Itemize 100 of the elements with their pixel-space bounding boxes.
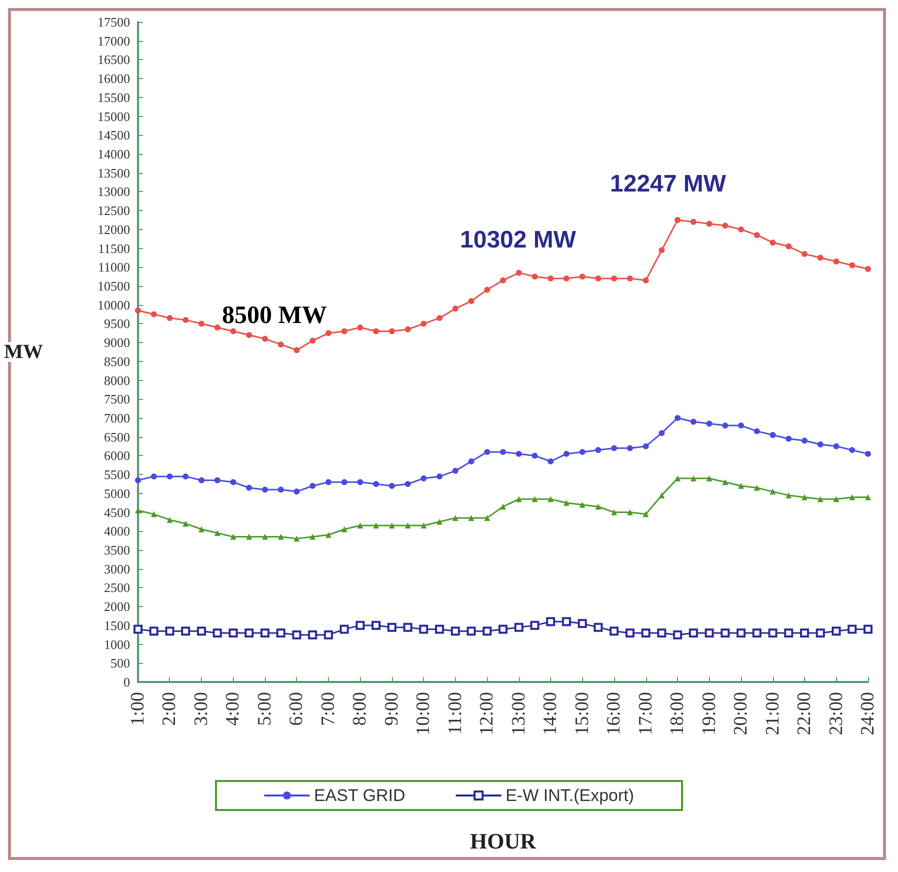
x-tick-label: 1:00 xyxy=(128,692,148,726)
point xyxy=(642,443,649,450)
point xyxy=(166,473,173,480)
point xyxy=(817,496,824,502)
point xyxy=(276,628,286,638)
y-axis-title: MW xyxy=(4,341,43,363)
point xyxy=(784,628,794,638)
point xyxy=(641,628,650,638)
point xyxy=(165,626,174,636)
point xyxy=(357,522,364,528)
point xyxy=(500,448,506,455)
point xyxy=(848,624,857,634)
point xyxy=(642,511,649,518)
point xyxy=(278,341,284,348)
point xyxy=(196,626,206,636)
y-tick-label: 1500 xyxy=(104,618,130,633)
y-tick-label: 17500 xyxy=(98,14,130,30)
y-tick-label: 1000 xyxy=(104,636,130,652)
point xyxy=(484,514,490,521)
point xyxy=(690,218,696,225)
point xyxy=(720,628,730,638)
point xyxy=(436,473,443,480)
y-tick-label: 16500 xyxy=(98,52,130,68)
y-tick-label: 6000 xyxy=(104,448,130,464)
x-tick-label: 23:00 xyxy=(826,692,847,736)
point xyxy=(294,488,300,495)
point xyxy=(563,450,570,457)
x-tick-label: 3:00 xyxy=(190,692,212,726)
x-tick-label: 22:00 xyxy=(794,692,816,736)
point xyxy=(802,438,808,444)
point xyxy=(341,328,348,334)
y-tick-label: 5000 xyxy=(104,486,130,501)
point xyxy=(500,277,506,284)
point xyxy=(212,628,222,638)
point xyxy=(310,534,316,540)
point xyxy=(246,484,252,491)
point xyxy=(135,507,141,514)
point xyxy=(738,422,744,429)
point xyxy=(514,622,524,632)
point xyxy=(419,624,428,634)
x-tick-label: 14:00 xyxy=(540,692,562,736)
point xyxy=(436,315,443,322)
y-tick-label: 3500 xyxy=(104,542,130,558)
point xyxy=(786,436,792,442)
y-tick-label: 15000 xyxy=(98,108,130,124)
point xyxy=(786,243,792,250)
point xyxy=(484,448,490,455)
point xyxy=(420,475,427,482)
point xyxy=(388,482,395,489)
point xyxy=(800,628,810,638)
x-tick-label: 10:00 xyxy=(413,692,434,736)
x-tick-label: 15:00 xyxy=(572,692,593,736)
point xyxy=(658,430,665,436)
point xyxy=(722,422,728,429)
point xyxy=(832,626,841,636)
point xyxy=(688,628,698,638)
x-tick-label: 12:00 xyxy=(476,692,498,736)
x-tick-label: 9:00 xyxy=(381,692,402,726)
x-tick-label: 7:00 xyxy=(318,692,339,726)
point xyxy=(817,441,824,448)
x-tick-label: 19:00 xyxy=(698,692,720,736)
point xyxy=(706,420,712,427)
point xyxy=(292,630,302,640)
point xyxy=(149,626,158,636)
point xyxy=(754,428,760,434)
point xyxy=(722,479,728,486)
point xyxy=(674,217,681,223)
point xyxy=(626,509,633,516)
point xyxy=(674,415,681,421)
y-tick-label: 5500 xyxy=(104,467,130,482)
point xyxy=(770,432,776,438)
point xyxy=(150,311,157,318)
point xyxy=(166,516,173,523)
point xyxy=(579,274,586,280)
point xyxy=(595,447,602,454)
y-tick-label: 9000 xyxy=(104,335,130,350)
point xyxy=(833,258,840,264)
legend-label: EAST GRID xyxy=(314,786,406,805)
annotation: 8500 MW xyxy=(222,302,327,329)
point xyxy=(706,220,712,227)
point xyxy=(260,628,270,638)
point xyxy=(468,458,474,464)
point xyxy=(388,522,395,528)
point xyxy=(310,482,316,489)
point xyxy=(546,617,556,626)
annotation: 10302 MW xyxy=(460,226,576,254)
point xyxy=(373,328,380,334)
y-tick-label: 15500 xyxy=(98,90,130,105)
point xyxy=(214,530,220,536)
y-tick-label: 6500 xyxy=(104,429,130,444)
point xyxy=(452,306,458,312)
y-tick-label: 13500 xyxy=(98,165,130,180)
point xyxy=(230,534,236,540)
point xyxy=(706,475,712,482)
point xyxy=(166,315,173,322)
point xyxy=(579,502,586,508)
point xyxy=(563,275,570,282)
point xyxy=(198,526,204,532)
point xyxy=(738,226,744,232)
point xyxy=(595,504,602,510)
